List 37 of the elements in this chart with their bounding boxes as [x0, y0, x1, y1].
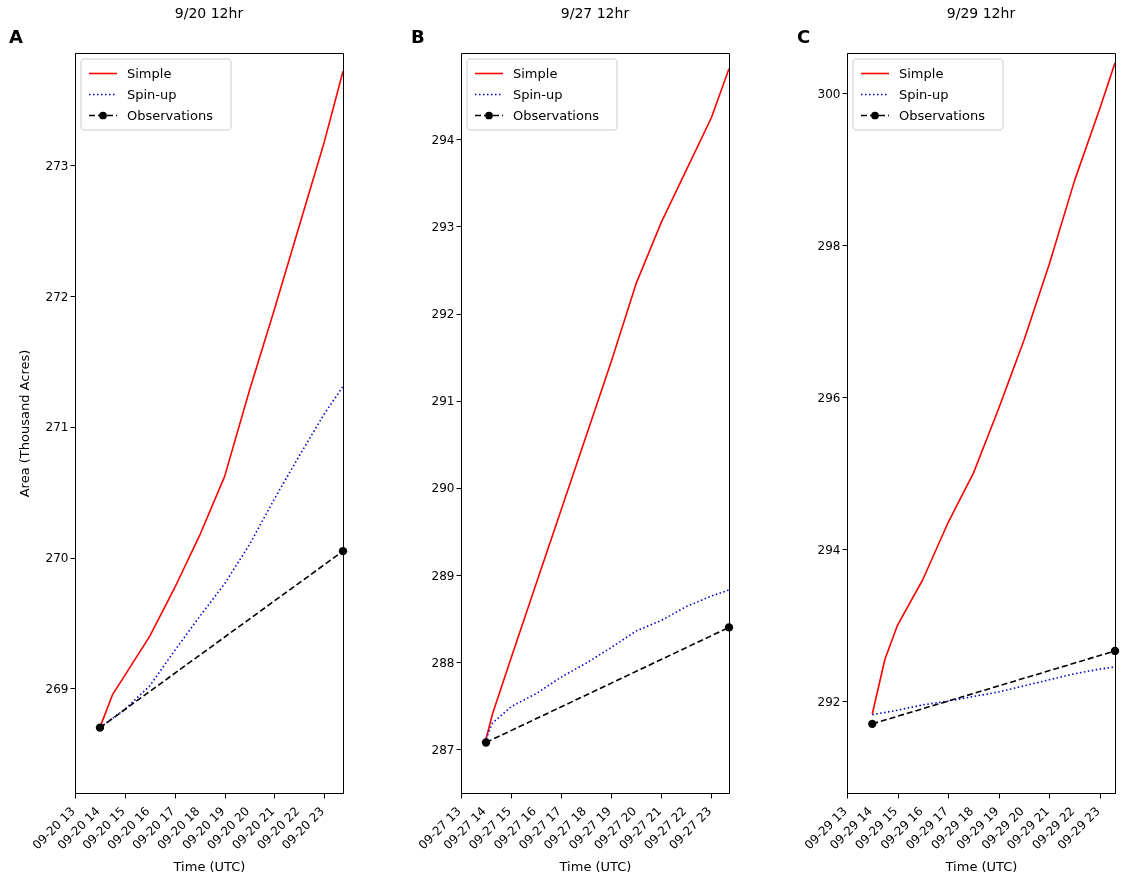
- y-tick-label: 294: [817, 542, 841, 557]
- chart-title: 9/27 12hr: [560, 5, 630, 21]
- legend-label: Observations: [899, 107, 986, 123]
- text: A: [9, 26, 23, 47]
- y-tick-label: 292: [431, 307, 455, 322]
- legend-label: Observations: [127, 107, 214, 123]
- legend-label: Simple: [899, 65, 944, 81]
- legend-label: Observations: [513, 107, 600, 123]
- y-tick-label: 287: [431, 742, 455, 757]
- y-tick-label: 288: [431, 655, 455, 670]
- y-tick-label: 291: [431, 394, 455, 409]
- legend-label: Spin-up: [899, 86, 949, 102]
- y-axis-title: Area (Thousand Acres): [16, 349, 32, 498]
- chart-title: 9/29 12hr: [946, 5, 1016, 21]
- y-tick-label: 270: [45, 551, 69, 566]
- chart-title: 9/20 12hr: [174, 5, 244, 21]
- y-tick-label: 289: [431, 568, 455, 583]
- y-tick-label: 296: [817, 390, 841, 405]
- legend-label: Simple: [127, 65, 172, 81]
- x-axis-title: Time (UTC): [172, 859, 246, 874]
- y-tick-label: 273: [45, 158, 69, 173]
- y-tick-label: 271: [45, 420, 69, 435]
- x-axis-title: Time (UTC): [944, 859, 1018, 874]
- legend-label: Spin-up: [513, 86, 563, 102]
- y-tick-label: 290: [431, 481, 455, 496]
- y-tick-label: 272: [45, 289, 69, 304]
- legend-label: Spin-up: [127, 86, 177, 102]
- y-tick-label: 298: [817, 238, 841, 253]
- text: C: [797, 26, 811, 47]
- y-tick-label: 300: [817, 86, 841, 101]
- y-tick-label: 269: [45, 681, 69, 696]
- text: B: [411, 26, 425, 47]
- y-tick-label: 294: [431, 132, 455, 147]
- y-tick-label: 293: [431, 219, 455, 234]
- x-axis-title: Time (UTC): [558, 859, 632, 874]
- legend-label: Simple: [513, 65, 558, 81]
- y-tick-label: 292: [817, 694, 841, 709]
